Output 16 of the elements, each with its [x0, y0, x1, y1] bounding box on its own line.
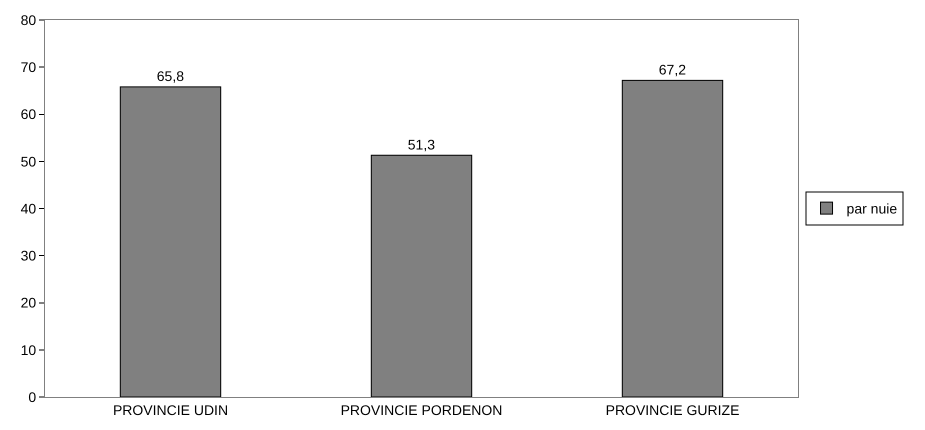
data-label: 51,3: [408, 136, 436, 152]
y-tick-label: 30: [20, 248, 36, 264]
y-tick-label: 20: [20, 294, 36, 311]
y-tick-label: 60: [20, 106, 36, 122]
data-label: 65,8: [156, 68, 184, 84]
x-tick-label: PROVINCIE GURIZE: [606, 402, 740, 418]
y-tick-label: 10: [20, 342, 36, 358]
x-tick-label: PROVINCIE PORDENON: [340, 402, 502, 418]
y-tick-label: 0: [28, 388, 36, 405]
y-tick-label: 80: [20, 12, 36, 28]
y-tick-label: 50: [20, 153, 36, 170]
y-tick-label: 40: [20, 200, 36, 216]
legend-label: par nuie: [846, 200, 898, 217]
x-tick-label: PROVINCIE UDIN: [112, 402, 228, 418]
y-tick-label: 70: [20, 59, 36, 76]
data-label: 67,2: [658, 61, 686, 78]
